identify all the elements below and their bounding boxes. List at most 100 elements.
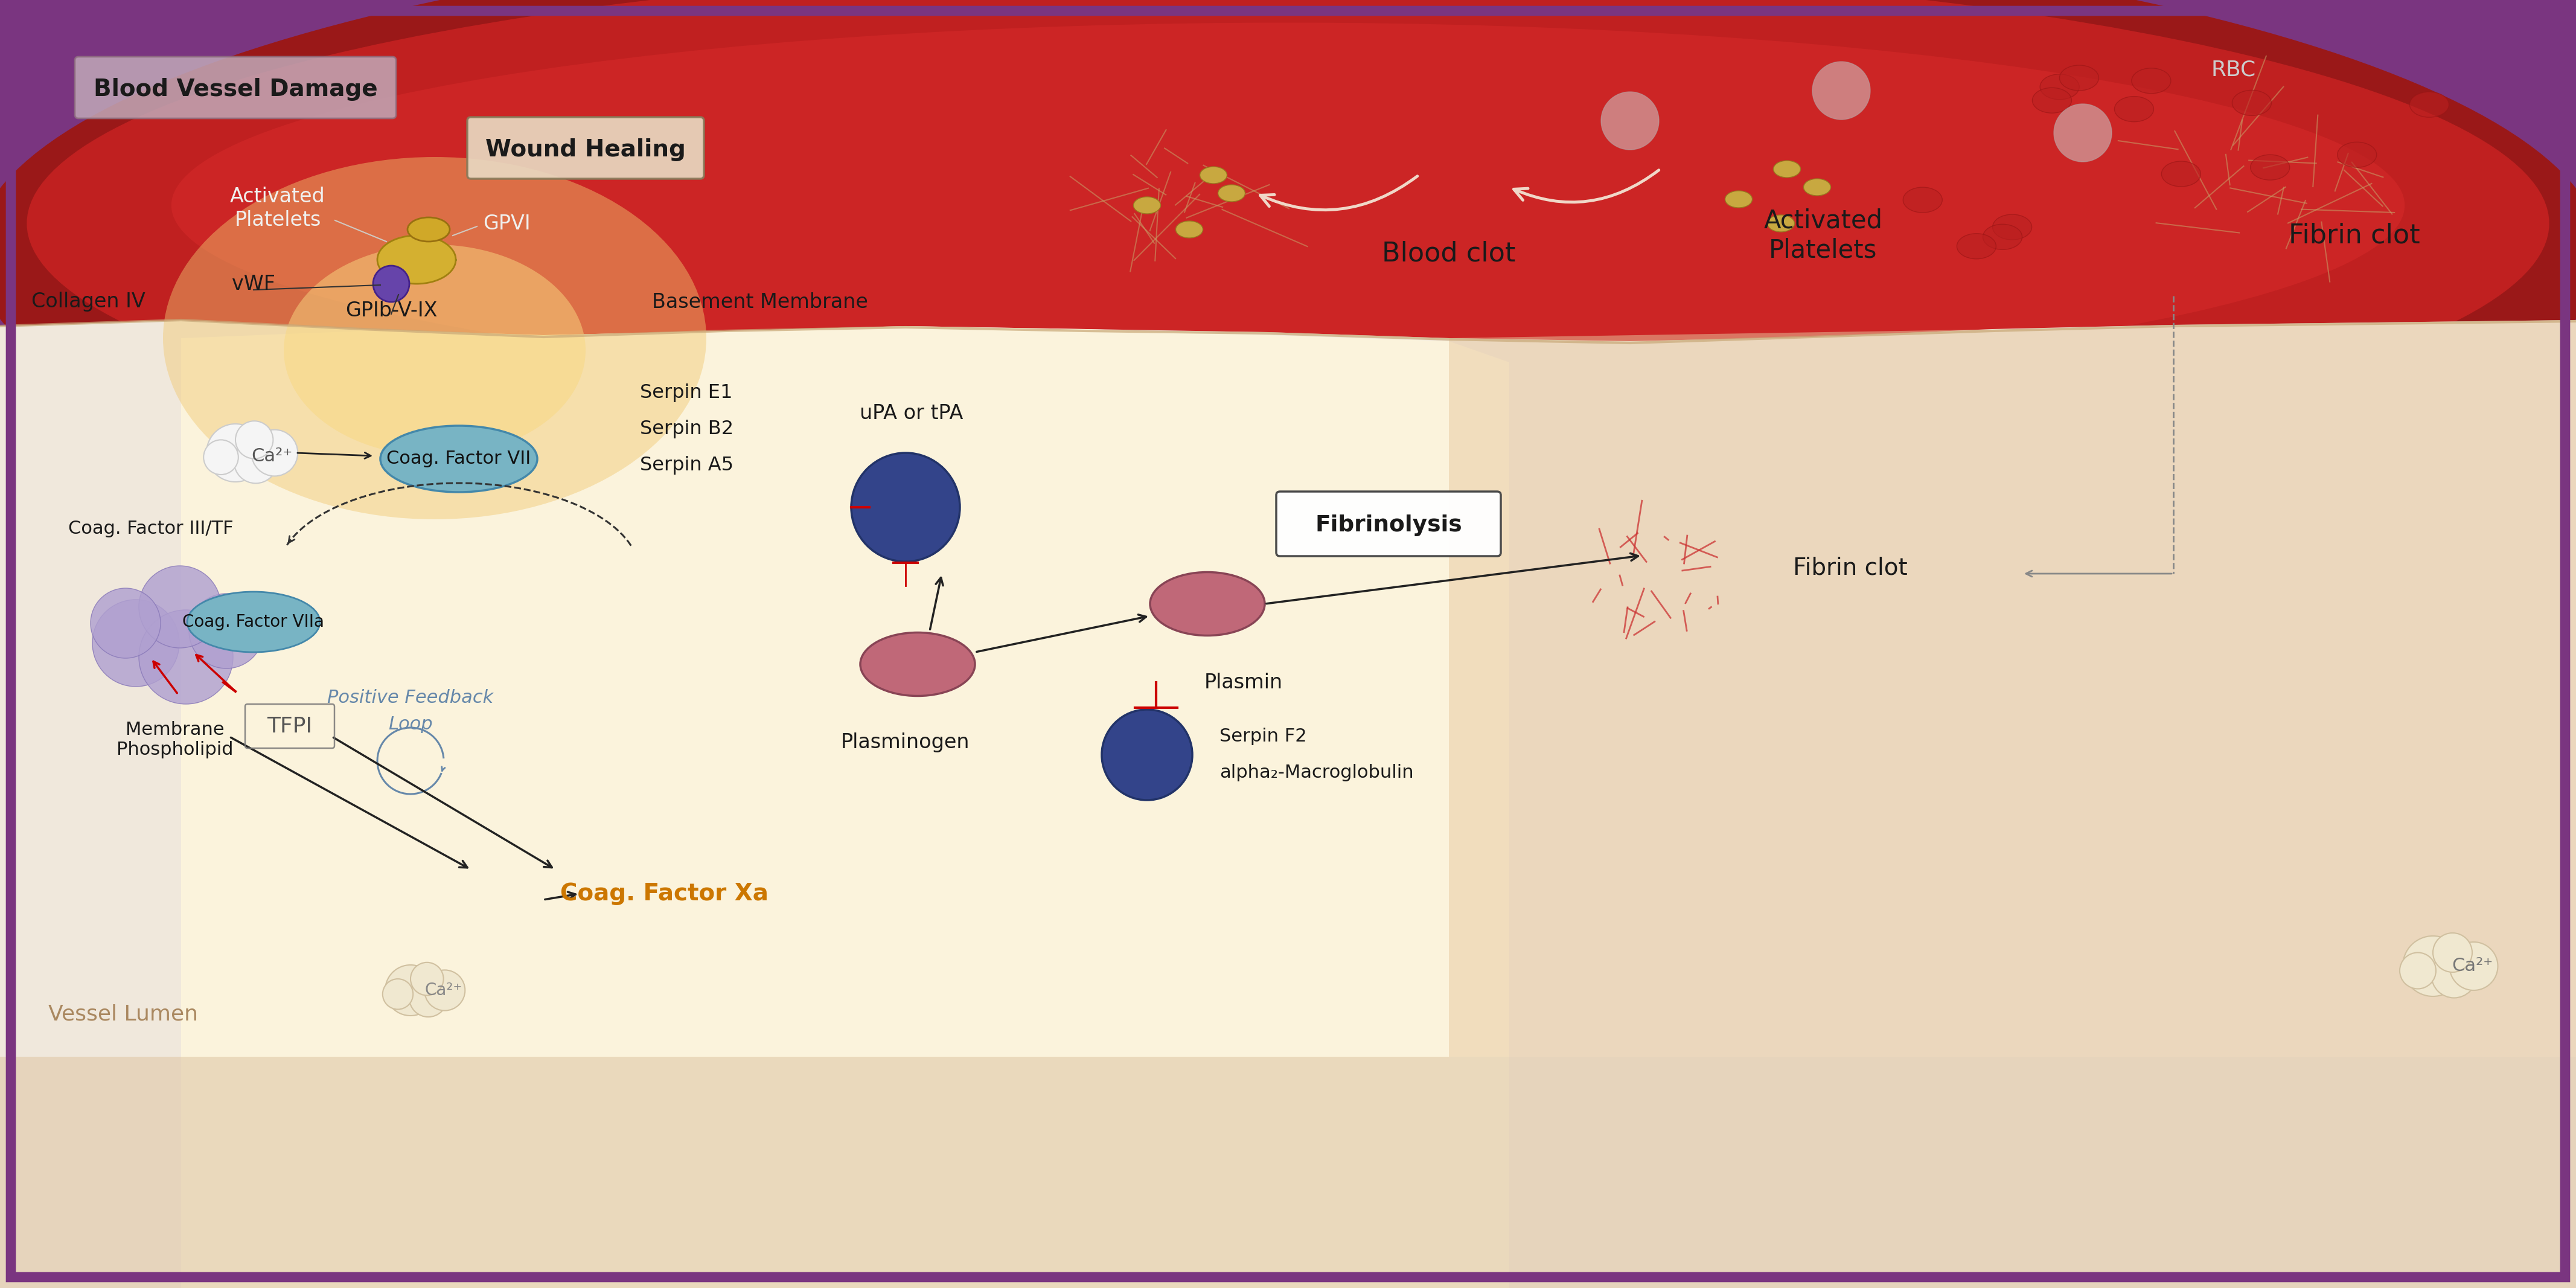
FancyBboxPatch shape bbox=[75, 57, 397, 118]
Ellipse shape bbox=[1175, 222, 1203, 238]
Ellipse shape bbox=[26, 0, 2550, 483]
Text: Plasminogen: Plasminogen bbox=[842, 733, 971, 752]
Ellipse shape bbox=[0, 0, 2576, 586]
Circle shape bbox=[2401, 953, 2437, 989]
Ellipse shape bbox=[1218, 184, 1244, 202]
Text: Serpin B2: Serpin B2 bbox=[639, 420, 734, 438]
Text: Fibrinolysis: Fibrinolysis bbox=[1314, 514, 1463, 536]
Circle shape bbox=[139, 565, 222, 648]
Circle shape bbox=[2450, 942, 2499, 990]
Ellipse shape bbox=[2233, 90, 2272, 116]
Polygon shape bbox=[180, 326, 1510, 1288]
Text: Fibrin clot: Fibrin clot bbox=[1793, 556, 1906, 580]
Circle shape bbox=[425, 970, 466, 1011]
Text: TFPI: TFPI bbox=[268, 716, 312, 737]
Circle shape bbox=[1602, 91, 1659, 149]
Text: Coag. Factor VII: Coag. Factor VII bbox=[386, 451, 531, 468]
Circle shape bbox=[204, 439, 240, 474]
Text: Positive Feedback: Positive Feedback bbox=[327, 689, 495, 706]
Text: Activated
Platelets: Activated Platelets bbox=[1765, 209, 1883, 263]
Circle shape bbox=[384, 979, 412, 1010]
Circle shape bbox=[2403, 936, 2463, 997]
Text: RBC: RBC bbox=[2210, 59, 2257, 80]
Circle shape bbox=[1814, 62, 1870, 120]
Ellipse shape bbox=[860, 632, 974, 696]
Circle shape bbox=[850, 453, 961, 562]
Circle shape bbox=[386, 965, 435, 1016]
Circle shape bbox=[1103, 710, 1193, 800]
Ellipse shape bbox=[162, 157, 706, 519]
Ellipse shape bbox=[188, 591, 319, 652]
Text: Serpin A5: Serpin A5 bbox=[639, 456, 734, 474]
Text: uPA or tPA: uPA or tPA bbox=[860, 403, 963, 424]
Ellipse shape bbox=[2161, 161, 2200, 187]
Ellipse shape bbox=[2409, 91, 2450, 117]
Ellipse shape bbox=[2336, 142, 2378, 167]
FancyBboxPatch shape bbox=[466, 117, 703, 179]
Ellipse shape bbox=[376, 236, 456, 283]
Text: Vessel Lumen: Vessel Lumen bbox=[49, 1005, 198, 1025]
Text: Ca²⁺: Ca²⁺ bbox=[250, 447, 291, 465]
Circle shape bbox=[206, 424, 265, 482]
Ellipse shape bbox=[1149, 572, 1265, 635]
Text: Collagen IV: Collagen IV bbox=[31, 292, 144, 312]
FancyBboxPatch shape bbox=[1275, 492, 1502, 556]
Text: Coag. Factor VIIa: Coag. Factor VIIa bbox=[183, 613, 325, 630]
Circle shape bbox=[410, 979, 448, 1018]
Text: Membrane
Phospholipid: Membrane Phospholipid bbox=[116, 721, 234, 759]
Ellipse shape bbox=[1133, 197, 1162, 214]
Text: Plasmin: Plasmin bbox=[1206, 672, 1283, 693]
Ellipse shape bbox=[1994, 214, 2032, 240]
Ellipse shape bbox=[407, 218, 451, 242]
Ellipse shape bbox=[1726, 191, 1752, 207]
Ellipse shape bbox=[2130, 68, 2172, 94]
Circle shape bbox=[410, 962, 443, 996]
Ellipse shape bbox=[1958, 233, 1996, 259]
Circle shape bbox=[188, 594, 263, 668]
Ellipse shape bbox=[2251, 155, 2290, 180]
Ellipse shape bbox=[2040, 75, 2079, 99]
Ellipse shape bbox=[2058, 66, 2099, 90]
Polygon shape bbox=[0, 1056, 2576, 1288]
Text: Coag. Factor III/TF: Coag. Factor III/TF bbox=[70, 519, 234, 537]
Ellipse shape bbox=[1200, 166, 1226, 184]
Ellipse shape bbox=[1984, 224, 2022, 250]
Text: Basement Membrane: Basement Membrane bbox=[652, 292, 868, 312]
Polygon shape bbox=[1448, 319, 2576, 1056]
Text: Ca²⁺: Ca²⁺ bbox=[2452, 957, 2494, 975]
Ellipse shape bbox=[1767, 215, 1795, 232]
Circle shape bbox=[252, 430, 299, 477]
Text: vWF: vWF bbox=[232, 274, 276, 294]
Circle shape bbox=[93, 600, 180, 687]
Text: Serpin E1: Serpin E1 bbox=[639, 383, 732, 402]
Text: Activated
Platelets: Activated Platelets bbox=[229, 187, 325, 229]
Polygon shape bbox=[0, 319, 2576, 1288]
Circle shape bbox=[374, 265, 410, 301]
Circle shape bbox=[234, 421, 273, 459]
Circle shape bbox=[139, 611, 232, 705]
Text: Fibrin clot: Fibrin clot bbox=[2287, 223, 2421, 249]
Text: GPVI: GPVI bbox=[482, 214, 531, 233]
Text: Loop: Loop bbox=[389, 716, 433, 733]
Text: Wound Healing: Wound Healing bbox=[484, 138, 685, 161]
Text: Blood Vessel Damage: Blood Vessel Damage bbox=[93, 77, 379, 100]
Ellipse shape bbox=[1904, 187, 1942, 213]
Ellipse shape bbox=[283, 245, 585, 456]
Ellipse shape bbox=[2032, 88, 2071, 113]
Ellipse shape bbox=[381, 426, 538, 492]
Text: alpha₂-Macroglobulin: alpha₂-Macroglobulin bbox=[1218, 764, 1414, 782]
Text: GPIb-V-IX: GPIb-V-IX bbox=[345, 301, 438, 321]
Text: Coag. Factor Xa: Coag. Factor Xa bbox=[559, 882, 768, 905]
Text: Blood clot: Blood clot bbox=[1383, 241, 1515, 267]
Circle shape bbox=[2432, 953, 2476, 998]
Ellipse shape bbox=[2115, 97, 2154, 122]
Ellipse shape bbox=[170, 23, 2406, 388]
Ellipse shape bbox=[1803, 179, 1832, 196]
Text: Ca²⁺: Ca²⁺ bbox=[425, 981, 464, 998]
Text: Serpin F2: Serpin F2 bbox=[1218, 728, 1306, 746]
Ellipse shape bbox=[1772, 161, 1801, 178]
Circle shape bbox=[2053, 104, 2112, 162]
Circle shape bbox=[2432, 933, 2473, 972]
Circle shape bbox=[90, 589, 160, 658]
Circle shape bbox=[234, 439, 278, 483]
